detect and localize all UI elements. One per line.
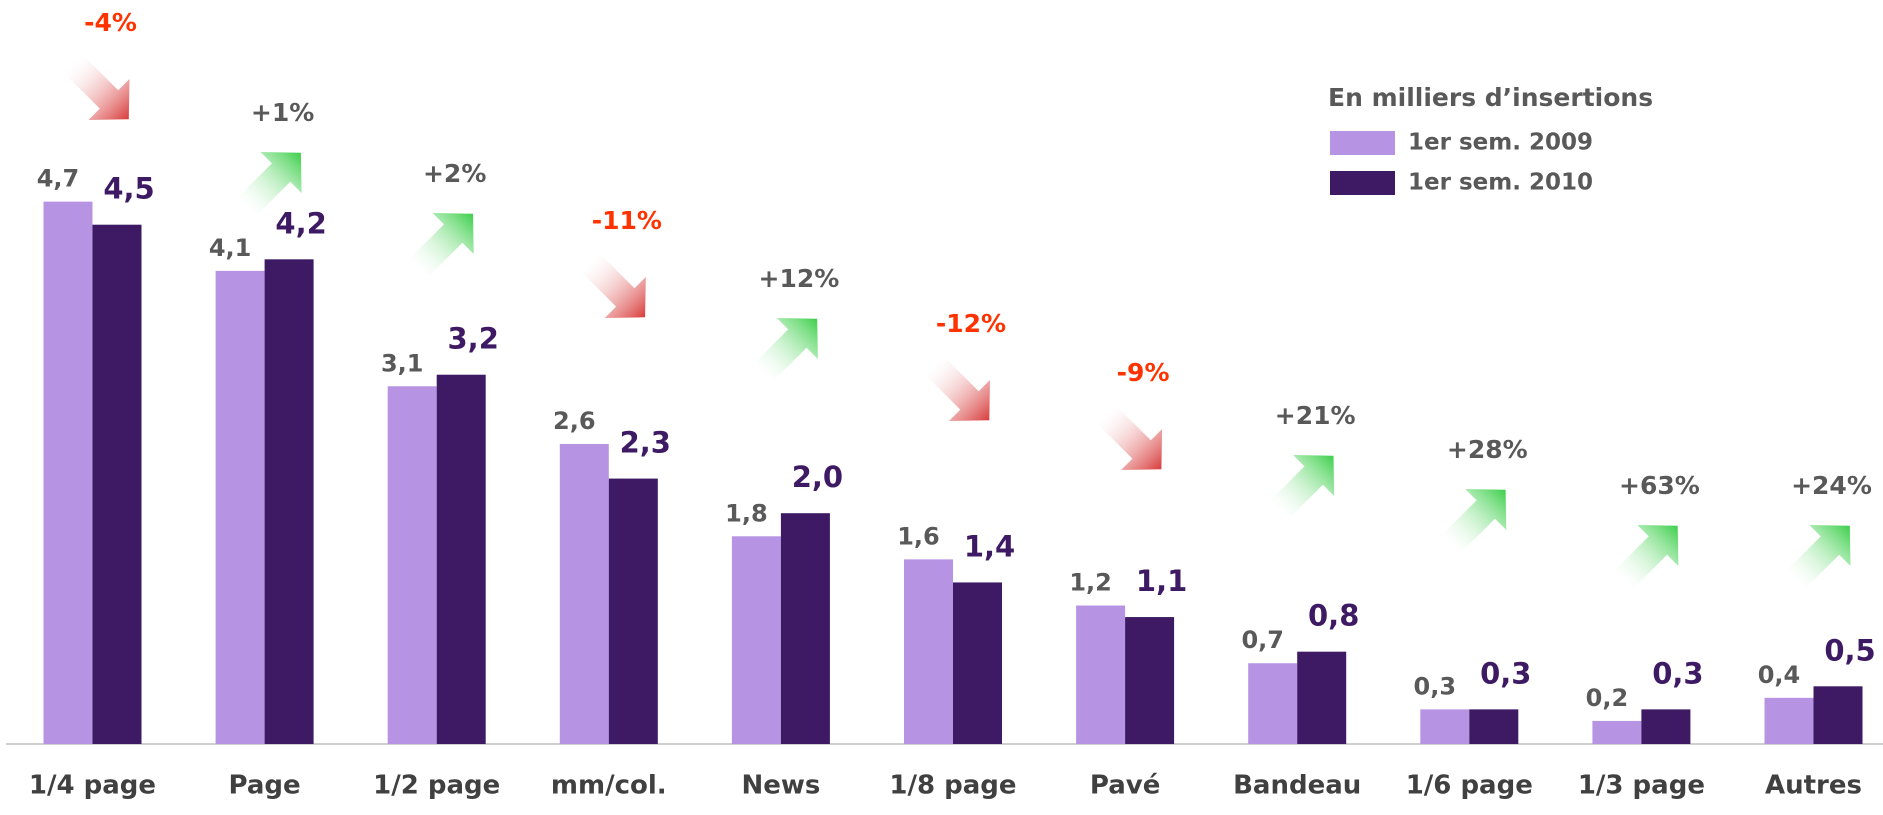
x-tick-label: 1/3 page [1578, 771, 1705, 801]
legend-label: 1er sem. 2010 [1408, 170, 1593, 196]
bar [559, 443, 609, 744]
data-label: 1,1 [1136, 564, 1187, 598]
data-label: 1,4 [964, 529, 1015, 563]
data-label: 1,2 [1069, 569, 1112, 597]
legend-swatch [1330, 131, 1395, 155]
change-arrow [408, 213, 474, 279]
bar [1469, 709, 1519, 744]
bar [1125, 617, 1175, 744]
x-tick-label: 1/8 page [889, 771, 1016, 801]
change-arrow [236, 152, 302, 218]
x-tick-label: Page [229, 771, 301, 801]
change-arrow [752, 318, 818, 384]
change-arrow [1785, 525, 1851, 591]
change-arrow [64, 54, 130, 120]
data-label: 1,8 [725, 499, 768, 527]
bar [731, 536, 781, 744]
data-label: 2,6 [553, 407, 596, 435]
change-label: +28% [1447, 435, 1528, 464]
change-label: +1% [251, 98, 314, 127]
change-arrow [1097, 404, 1163, 470]
x-tick-label: Bandeau [1233, 771, 1361, 801]
legend-title: En milliers d’insertions [1328, 83, 1653, 112]
data-label: 0,4 [1758, 661, 1801, 689]
bar [780, 513, 830, 744]
change-label: -9% [1117, 358, 1170, 387]
change-label: -4% [84, 8, 137, 37]
x-tick-label: mm/col. [551, 771, 667, 801]
data-label: 0,8 [1308, 599, 1359, 633]
change-label: +24% [1791, 471, 1872, 500]
bar [92, 224, 142, 744]
bar [43, 201, 93, 744]
data-label: 4,1 [209, 234, 252, 262]
bar [1764, 697, 1814, 744]
data-label: 2,3 [620, 426, 671, 460]
bar [1248, 663, 1298, 744]
data-label: 4,7 [37, 165, 80, 193]
data-label: 0,3 [1652, 656, 1703, 690]
bar [1592, 720, 1642, 744]
data-label: 0,3 [1480, 656, 1531, 690]
x-tick-label: 1/2 page [373, 771, 500, 801]
bar [1813, 686, 1863, 744]
bar [1420, 709, 1470, 744]
x-tick-label: News [741, 771, 820, 801]
data-label: 3,2 [448, 322, 499, 356]
change-label: -12% [936, 309, 1006, 338]
bar [387, 386, 437, 744]
bar [264, 259, 314, 744]
bar [1641, 709, 1691, 744]
data-label: 2,0 [792, 460, 843, 494]
change-label: +21% [1275, 401, 1356, 430]
change-label: +12% [759, 264, 840, 293]
change-arrow [1441, 489, 1507, 555]
bar [1076, 605, 1126, 744]
legend-label: 1er sem. 2009 [1408, 130, 1593, 156]
bar [904, 559, 953, 744]
data-label: 0,5 [1824, 633, 1875, 667]
change-label: +63% [1619, 471, 1700, 500]
change-arrow [580, 252, 646, 318]
x-tick-label: 1/6 page [1406, 771, 1533, 801]
x-tick-label: Pavé [1090, 771, 1160, 801]
data-label: 1,6 [897, 522, 940, 550]
data-label: 3,1 [381, 349, 424, 377]
change-label: -11% [592, 206, 662, 235]
data-label: 0,3 [1414, 672, 1457, 700]
data-label: 0,2 [1586, 684, 1629, 712]
legend-swatch [1330, 171, 1395, 195]
data-label: 4,5 [103, 172, 154, 206]
bar [436, 374, 486, 744]
data-label: 0,7 [1241, 626, 1284, 654]
x-tick-label: 1/4 page [29, 771, 156, 801]
change-arrow [1269, 455, 1335, 521]
bar [953, 582, 1002, 744]
change-label: +2% [423, 159, 486, 188]
data-label: 4,2 [275, 206, 326, 240]
change-arrow [1613, 525, 1679, 591]
bar [1297, 651, 1347, 744]
change-arrow [924, 355, 990, 421]
bar [608, 478, 658, 744]
x-tick-label: Autres [1765, 771, 1862, 801]
bar [215, 270, 265, 744]
